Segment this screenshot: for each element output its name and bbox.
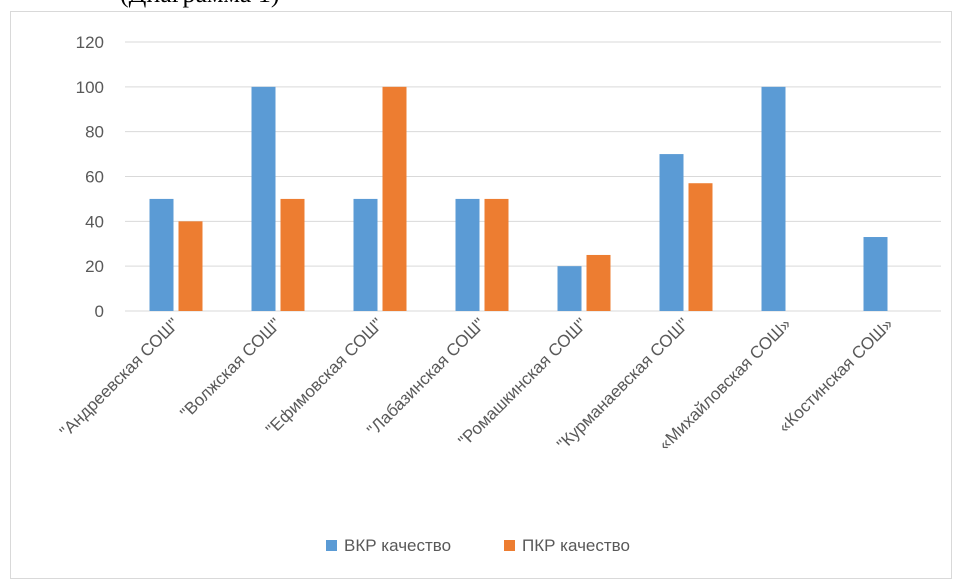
bar-vkr <box>557 266 582 311</box>
x-category-label: "Андреевская СОШ" <box>56 314 183 441</box>
y-tick-label: 0 <box>95 302 104 321</box>
y-tick-label: 40 <box>85 212 104 231</box>
x-category-label: «Костинская СОШ» <box>775 314 897 436</box>
bar-pkr <box>688 183 713 311</box>
bar-pkr <box>586 254 611 311</box>
legend-swatch <box>504 540 515 551</box>
bars <box>149 86 888 311</box>
y-tick-label: 120 <box>76 33 104 52</box>
y-tick-label: 100 <box>76 78 104 97</box>
bar-vkr <box>455 198 480 311</box>
y-tick-label: 80 <box>85 123 104 142</box>
x-axis-labels: "Андреевская СОШ""Волжская СОШ""Ефимовск… <box>56 314 897 454</box>
bar-vkr <box>353 198 378 311</box>
bar-vkr <box>251 86 276 311</box>
bar-pkr <box>178 221 203 311</box>
y-axis-ticks: 0 20 40 60 80 100 120 <box>76 33 104 321</box>
bar-pkr <box>382 86 407 311</box>
y-tick-label: 60 <box>85 168 104 187</box>
legend-label: ВКР качество <box>344 536 451 555</box>
legend: ВКР качество ПКР качество <box>326 536 630 555</box>
bar-vkr <box>659 154 684 311</box>
x-category-label: "Волжская СОШ" <box>177 314 285 422</box>
gridlines <box>125 41 941 312</box>
legend-label: ПКР качество <box>522 536 630 555</box>
bar-pkr <box>280 198 305 311</box>
page-heading-fragment: (Диаграмма 1) <box>120 0 279 9</box>
y-tick-label: 20 <box>85 257 104 276</box>
bar-vkr <box>863 237 888 311</box>
bar-vkr <box>761 86 786 311</box>
bar-vkr <box>149 198 174 311</box>
bar-pkr <box>484 198 509 311</box>
legend-swatch <box>326 540 337 551</box>
